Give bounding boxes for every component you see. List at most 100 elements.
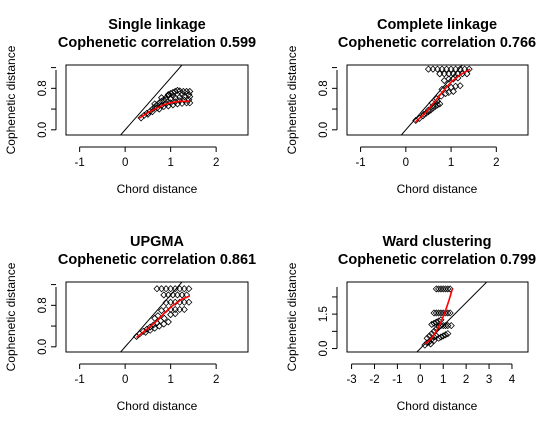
data-point <box>456 82 464 90</box>
data-point <box>432 318 440 326</box>
x-tick-label: -1 <box>75 374 85 386</box>
data-point <box>437 285 445 293</box>
reference-line <box>400 65 464 135</box>
data-point <box>420 110 428 118</box>
x-tick-label: 0 <box>122 157 128 169</box>
data-point <box>173 86 182 94</box>
data-point <box>427 340 435 348</box>
data-point <box>435 309 443 317</box>
x-axis: -1 0 1 2 <box>355 146 500 169</box>
chart-title: UPGMA <box>130 234 185 250</box>
data-point <box>446 285 454 293</box>
data-point <box>428 320 436 329</box>
reference-line <box>119 65 183 135</box>
data-point <box>441 285 450 293</box>
data-point <box>465 65 473 73</box>
data-point <box>444 285 452 293</box>
data-point <box>437 309 445 317</box>
data-point <box>146 326 154 334</box>
x-axis: -1 0 1 2 <box>75 146 219 169</box>
y-tick-label: 0.8 <box>318 80 330 96</box>
x-axis: -1 0 1 2 <box>75 363 219 386</box>
data-point <box>454 74 462 82</box>
y-tick-label: 0.8 <box>37 80 49 96</box>
reference-line <box>119 282 183 352</box>
data-point <box>185 285 193 293</box>
data-point <box>441 309 450 317</box>
data-point <box>429 65 437 73</box>
y-tick-label: 0.0 <box>318 122 330 138</box>
chart-panel-2: Complete linkage Cophenetic correlation 0… <box>285 17 536 196</box>
x-tick-label: 4 <box>509 374 516 386</box>
data-point <box>435 334 443 342</box>
x-tick-label: -1 <box>392 374 402 386</box>
data-point <box>185 90 193 99</box>
data-point <box>435 285 443 293</box>
data-point <box>180 93 188 101</box>
data-point <box>431 102 439 111</box>
data-point <box>441 331 450 339</box>
data-point <box>169 88 177 97</box>
x-tick-label: 0 <box>417 374 423 386</box>
plot-area <box>119 282 193 352</box>
data-point <box>433 101 442 109</box>
x-axis-label: Chord distance <box>117 399 198 413</box>
x-tick-label: 1 <box>448 157 454 169</box>
y-axis: 0.0 1.5 <box>318 287 338 357</box>
y-axis: 0.0 0.8 <box>37 284 57 355</box>
data-point <box>186 93 194 101</box>
x-tick-label: 0 <box>403 157 409 169</box>
data-point <box>157 94 166 102</box>
data-point <box>146 323 154 331</box>
y-tick-label: 0.0 <box>37 339 49 355</box>
x-tick-label: -2 <box>369 374 379 386</box>
data-point <box>183 87 191 96</box>
data-point <box>164 318 172 326</box>
data-point <box>447 322 455 330</box>
data-point <box>180 305 188 314</box>
x-tick-label: 1 <box>167 157 173 169</box>
data-point <box>164 90 172 99</box>
y-tick-label: 0.0 <box>37 122 49 138</box>
plot-area <box>416 282 488 352</box>
chart-panel-3: UPGMA Cophenetic correlation 0.861 -1 0 1 2 Ch… <box>4 234 256 413</box>
x-tick-label: 1 <box>167 374 173 386</box>
data-point <box>186 87 194 96</box>
data-point <box>442 89 450 98</box>
smooth-curve <box>138 100 190 120</box>
data-point <box>421 341 429 349</box>
chart-panel-1: Single linkage Cophenetic correlation 0.5… <box>4 17 256 196</box>
data-point <box>437 333 445 341</box>
x-tick-label: 1 <box>440 374 446 386</box>
data-point <box>439 332 447 340</box>
data-point <box>155 322 163 330</box>
smooth-curve <box>424 288 454 345</box>
y-axis-label: Cophenetic distance <box>285 45 299 154</box>
chart-subtitle: Cophenetic correlation 0.599 <box>58 35 256 51</box>
chart-title: Single linkage <box>108 17 206 33</box>
y-axis-label: Cophenetic distance <box>285 262 299 371</box>
data-point <box>432 285 440 293</box>
chart-panel-4: Ward clustering Cophenetic correlation 0.… <box>285 234 536 413</box>
data-point <box>439 322 447 330</box>
chart-subtitle: Cophenetic correlation 0.861 <box>58 252 256 268</box>
data-point <box>185 298 193 306</box>
chart-title: Complete linkage <box>377 17 497 33</box>
data-point <box>430 336 438 345</box>
data-point <box>151 324 159 332</box>
x-tick-label: 3 <box>486 374 492 386</box>
y-tick-label: 0.8 <box>37 297 49 313</box>
data-point <box>430 319 438 327</box>
y-axis-label: Cophenetic distance <box>4 262 18 371</box>
smooth-curve <box>414 68 471 124</box>
x-tick-label: 2 <box>213 157 219 169</box>
y-axis-label: Cophenetic distance <box>4 45 18 154</box>
data-point <box>151 100 159 108</box>
chart-subtitle: Cophenetic correlation 0.799 <box>338 252 536 268</box>
data-point <box>430 309 438 317</box>
plot-frame <box>65 281 249 353</box>
data-point <box>424 106 433 114</box>
x-tick-label: -3 <box>346 374 356 386</box>
